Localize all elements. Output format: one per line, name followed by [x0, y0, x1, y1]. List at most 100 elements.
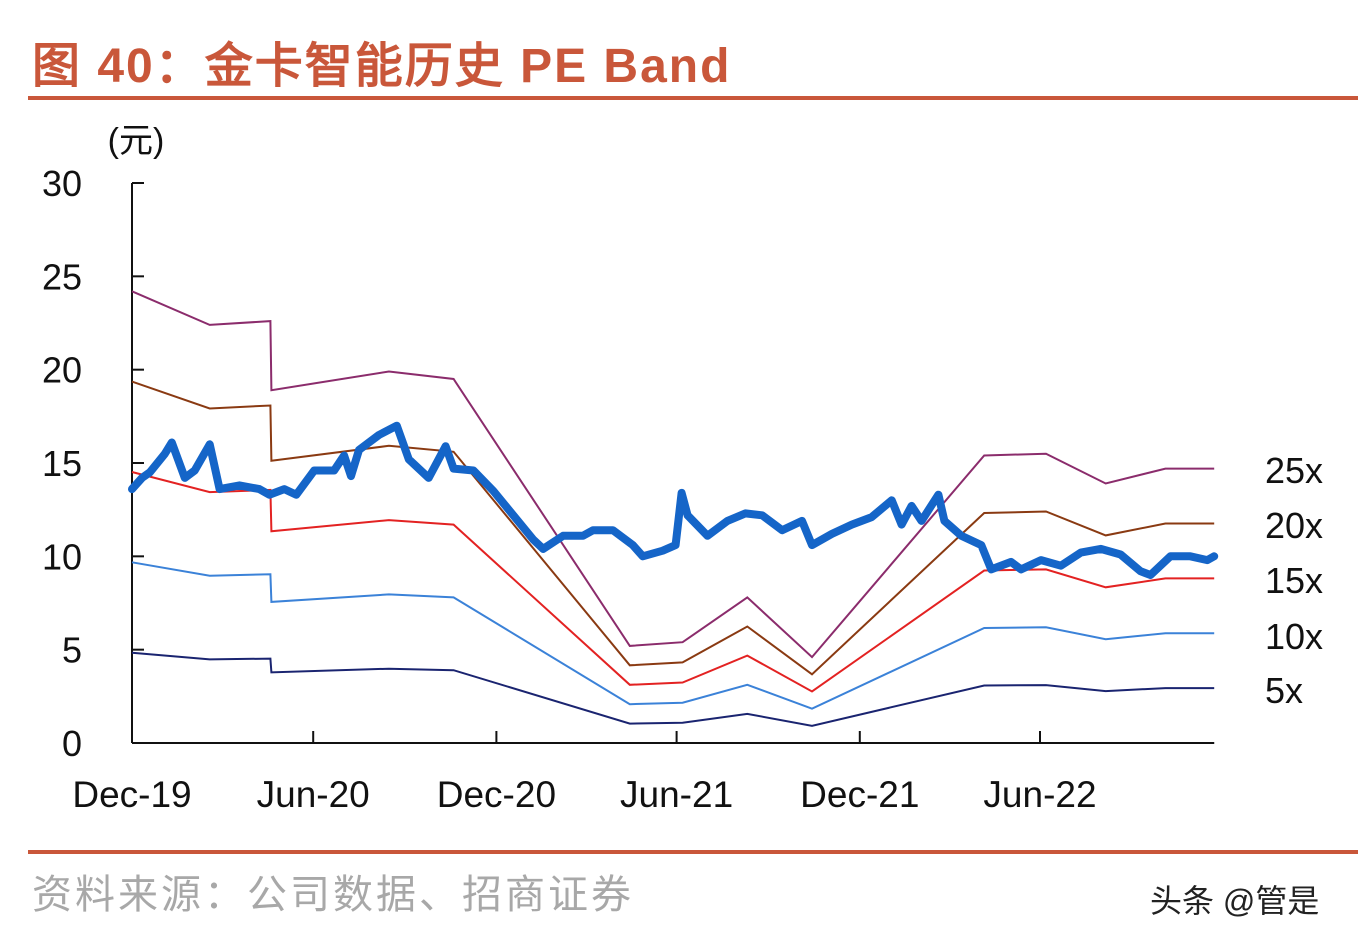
y-tick-label: 5	[62, 630, 82, 671]
x-tick-label: Jun-21	[620, 774, 733, 815]
price-point	[871, 516, 873, 518]
x-tick-label: Dec-21	[800, 774, 919, 815]
price-point	[1020, 568, 1022, 570]
price-point	[675, 544, 677, 546]
source-note: 资料来源：公司数据、招商证券	[32, 872, 634, 918]
price-point	[313, 470, 315, 471]
price-point	[562, 535, 564, 537]
price-point	[428, 477, 430, 479]
price-point	[1100, 548, 1102, 550]
price-point	[295, 494, 297, 496]
price-point	[1010, 561, 1012, 563]
band-line-5x	[131, 651, 1215, 727]
price-point	[943, 520, 945, 522]
price-point	[687, 514, 689, 516]
price-point	[1140, 570, 1142, 572]
price-point	[937, 494, 939, 496]
price-point	[184, 477, 186, 479]
price-point	[149, 471, 151, 473]
price-point	[1213, 555, 1215, 557]
price-point	[612, 529, 614, 531]
price-point	[333, 470, 335, 471]
price-point	[901, 524, 903, 526]
price-point	[911, 505, 913, 507]
band-label-15x: 15x	[1265, 560, 1323, 601]
price-point	[1169, 555, 1171, 557]
band-line-15x	[131, 471, 1215, 693]
price-point	[209, 443, 211, 445]
price-point	[1060, 565, 1062, 567]
price-point	[164, 453, 166, 455]
y-tick-label: 20	[42, 350, 82, 391]
price-point	[492, 490, 494, 492]
band-line-20x	[131, 380, 1215, 676]
price-point	[131, 488, 133, 490]
x-tick-label: Jun-20	[257, 774, 370, 815]
price-point	[1120, 554, 1122, 555]
watermark: 头条 @管是	[1150, 883, 1320, 919]
price-point	[532, 539, 534, 540]
price-point	[194, 470, 196, 471]
title-divider	[28, 96, 1358, 100]
x-tick-label: Dec-19	[72, 774, 191, 815]
chart-title: 图 40：金卡智能历史 PE Band	[32, 40, 732, 93]
price-point	[1150, 574, 1151, 576]
price-point	[662, 550, 664, 552]
price-point	[171, 442, 173, 443]
price-point	[851, 524, 853, 526]
price-point	[453, 468, 455, 470]
y-tick-label: 0	[62, 723, 82, 764]
price-point	[831, 533, 833, 535]
price-point	[512, 514, 514, 516]
x-tick-label: Jun-22	[983, 774, 1096, 815]
band-labels: 25x 20x 15x 10x 5x	[1265, 450, 1323, 711]
price-point	[219, 488, 221, 490]
price-point	[642, 555, 644, 557]
axes: 0 5 10 15 20 25 30 Dec-19 Jun-20 Dec-20 Jun-21 Dec-…	[42, 163, 1215, 815]
price-point	[396, 425, 398, 427]
price-point	[582, 535, 584, 537]
y-tick-label: 25	[42, 256, 82, 297]
price-point	[445, 445, 447, 447]
price-point	[408, 458, 410, 460]
x-tick-label: Dec-20	[437, 774, 556, 815]
band-label-10x: 10x	[1265, 616, 1323, 657]
price-point	[744, 512, 746, 514]
band-label-20x: 20x	[1265, 505, 1323, 546]
band-line-25x	[131, 290, 1215, 659]
price-line-group	[128, 421, 1219, 579]
price-point	[921, 520, 922, 522]
y-tick-label: 10	[42, 536, 82, 577]
price-point	[1040, 559, 1042, 561]
price-point	[1080, 552, 1082, 554]
price-point	[726, 520, 728, 522]
price-point	[681, 492, 683, 494]
price-point	[781, 529, 783, 531]
price-point	[473, 470, 474, 471]
band-label-5x: 5x	[1265, 670, 1303, 711]
price-point	[350, 475, 352, 477]
price-point	[592, 529, 594, 531]
price-point	[343, 455, 345, 456]
y-axis-unit-label: (元)	[108, 122, 165, 160]
price-point	[632, 544, 634, 546]
price-point	[542, 548, 544, 550]
price-point	[378, 434, 380, 436]
price-point	[258, 488, 260, 490]
price-point	[811, 544, 813, 546]
price-line	[128, 421, 1219, 579]
price-point	[990, 568, 992, 570]
price-point	[891, 499, 893, 501]
price-point	[283, 488, 285, 490]
price-point	[1189, 555, 1191, 557]
band-label-25x: 25x	[1265, 450, 1323, 491]
price-point	[268, 494, 270, 496]
source-divider	[28, 850, 1358, 854]
band-line-10x	[131, 561, 1215, 710]
price-point	[801, 520, 803, 522]
price-point	[1206, 559, 1208, 561]
price-point	[358, 449, 360, 451]
price-point	[761, 514, 763, 516]
price-point	[960, 535, 962, 537]
